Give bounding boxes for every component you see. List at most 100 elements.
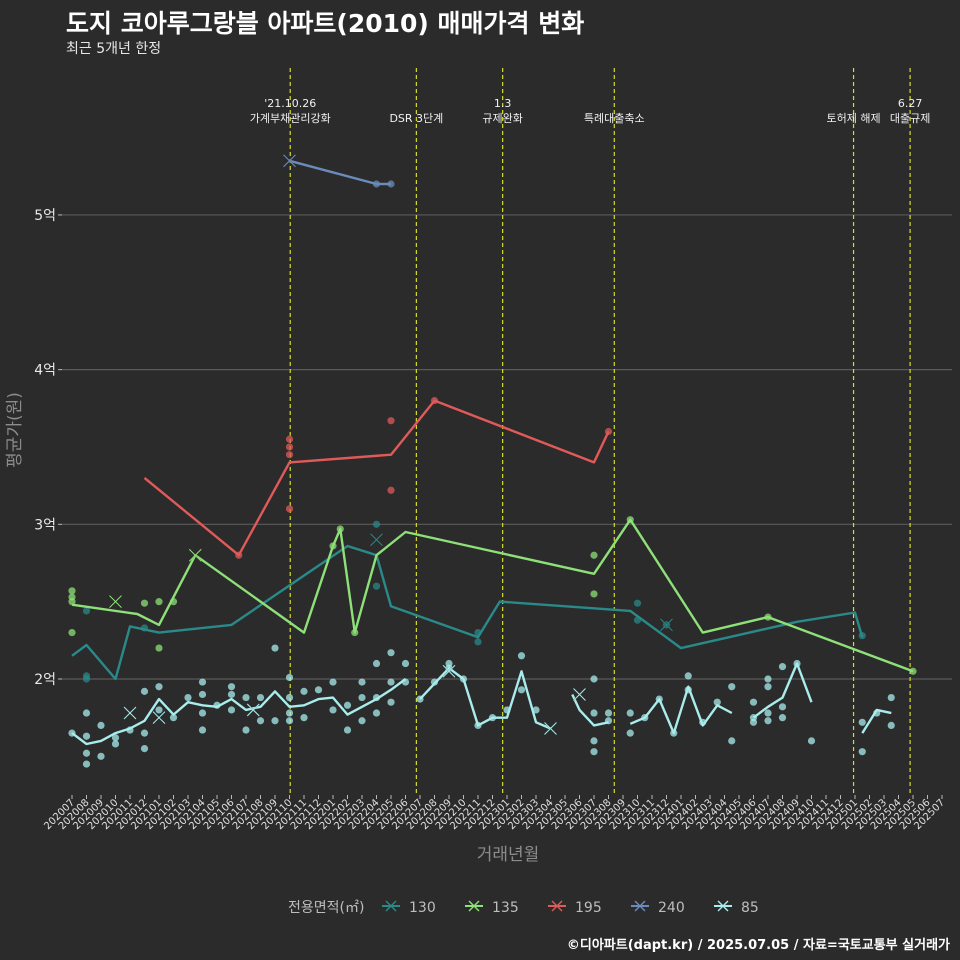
data-point (242, 726, 250, 734)
event-label: 1.3 (494, 97, 512, 110)
event-label: 대출규제 (890, 112, 930, 125)
series-195 (143, 396, 613, 559)
data-point (807, 737, 816, 745)
data-point (401, 659, 410, 668)
data-point (329, 678, 337, 686)
data-point (590, 709, 598, 717)
legend-label: 135 (492, 900, 519, 916)
data-point (256, 717, 265, 725)
data-point (198, 678, 207, 686)
y-tick-label: 4억 (34, 363, 56, 379)
data-point (111, 740, 120, 748)
legend-label: 130 (409, 900, 436, 916)
data-point (285, 673, 294, 682)
legend-title: 전용면적(㎡) (288, 900, 364, 916)
data-point (300, 687, 308, 695)
cross-marker (123, 706, 137, 720)
y-axis: 2억 3억 4억 5억 (34, 208, 62, 688)
data-point (474, 638, 482, 646)
cross-marker (370, 533, 383, 547)
y-tick-label: 5억 (34, 208, 56, 224)
data-point (358, 693, 366, 702)
data-point (111, 734, 120, 742)
data-point (300, 714, 308, 722)
data-point (713, 698, 721, 706)
series-135 (68, 516, 917, 675)
data-point (82, 732, 91, 740)
data-point (764, 709, 772, 717)
event-label: 6.27 (898, 97, 923, 110)
series-line (143, 399, 610, 557)
data-point (387, 678, 395, 686)
series-85 (68, 644, 895, 768)
data-point (271, 644, 279, 652)
data-point (184, 693, 192, 702)
series-layer (68, 154, 917, 768)
event-label: DSR 3단계 (389, 112, 443, 125)
data-point (387, 698, 395, 706)
data-point (778, 714, 787, 722)
data-point (590, 748, 598, 756)
y-tick-label: 3억 (34, 517, 56, 533)
data-point (626, 709, 634, 717)
data-point (728, 737, 736, 745)
data-point (590, 551, 598, 559)
data-point (517, 652, 526, 660)
event-label: 가계부채관리강화 (250, 112, 331, 125)
data-point (887, 721, 895, 729)
cross-marker (660, 618, 673, 632)
data-point (372, 582, 381, 590)
data-point (633, 599, 642, 607)
series-130 (71, 520, 866, 683)
x-axis: 2020072020082020092020102020112020122021… (42, 795, 947, 832)
data-point (140, 729, 149, 737)
data-point (285, 505, 294, 513)
legend-item-195: 195 (548, 900, 602, 916)
event-label: '21.10.26 (264, 97, 316, 110)
data-point (590, 590, 598, 598)
cross-marker (544, 722, 557, 735)
data-point (858, 718, 866, 726)
data-point (749, 698, 758, 706)
data-point (285, 693, 294, 702)
data-point (314, 686, 323, 694)
data-point (343, 726, 352, 734)
data-point (343, 701, 352, 709)
data-point (285, 709, 294, 717)
data-point (198, 690, 207, 699)
data-point (590, 737, 598, 745)
legend-label: 240 (658, 900, 685, 916)
legend-item-135: 135 (465, 900, 519, 916)
policy-event-lines: '21.10.26 가계부채관리강화 DSR 3단계 1.3 규제완화 특례대출축소 토허제… (250, 68, 930, 795)
series-line (289, 159, 391, 186)
cross-marker (573, 688, 586, 701)
data-point (764, 675, 772, 683)
data-point (372, 709, 381, 717)
data-point (140, 744, 149, 753)
cross-marker (442, 664, 456, 678)
series-line (71, 544, 864, 681)
data-point (387, 486, 395, 494)
legend-item-130: 130 (382, 900, 436, 916)
data-point (517, 686, 526, 694)
cross-marker (283, 154, 296, 168)
data-point (285, 717, 294, 725)
chart-subtitle: 최근 5개년 한정 (66, 41, 162, 57)
cross-marker (246, 703, 260, 717)
data-point (82, 672, 91, 680)
legend-item-240: 240 (631, 900, 685, 916)
data-point (858, 748, 866, 756)
x-axis-label: 거래년월 (477, 845, 540, 865)
data-point (285, 443, 294, 451)
data-point (387, 417, 395, 425)
chart-title: 도지 코아루그랑블 아파트(2010) 매매가격 변화 (66, 9, 585, 38)
event-label: 규제완화 (482, 112, 522, 125)
cross-marker (152, 711, 166, 725)
data-point (285, 435, 294, 443)
data-point (242, 693, 250, 702)
legend-label: 85 (741, 900, 759, 916)
data-point (68, 598, 76, 606)
data-point (684, 672, 692, 680)
data-point (82, 760, 91, 768)
event-label: 토허제 해제 (826, 111, 880, 125)
